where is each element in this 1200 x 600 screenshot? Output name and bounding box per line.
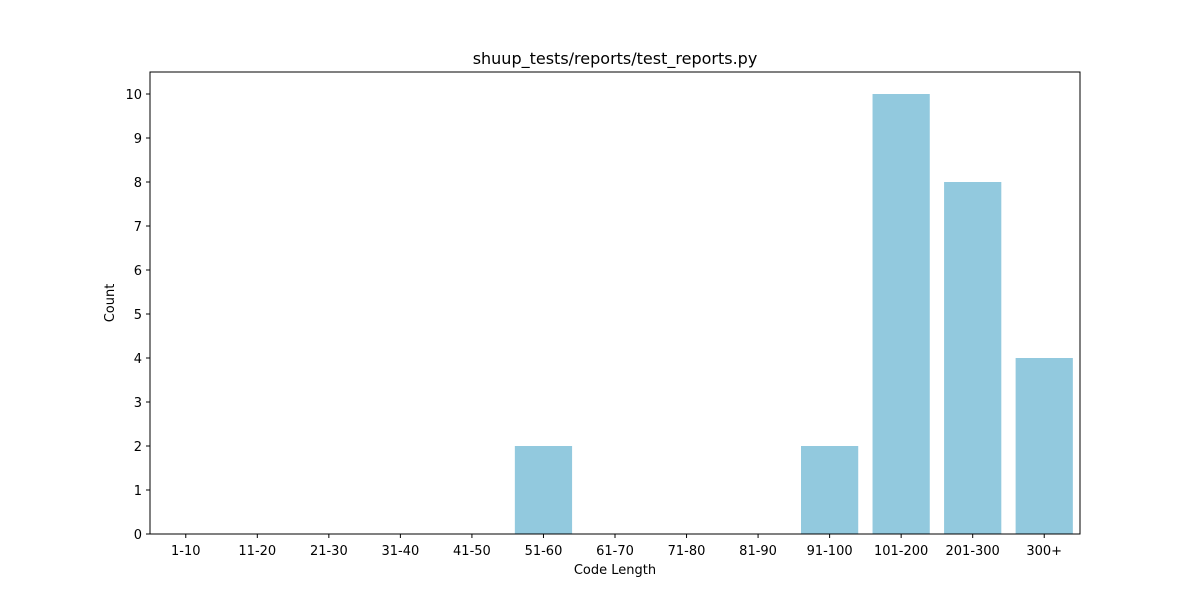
y-tick-label: 5	[134, 308, 142, 323]
y-tick-label: 1	[134, 484, 142, 499]
x-tick-label: 41-50	[453, 544, 491, 559]
x-axis: 1-10 11-20 21-30 31-40 41-50 51-60 61-70 71-80 8…	[171, 534, 1062, 559]
y-tick-label: 6	[134, 264, 142, 279]
y-tick-label: 4	[134, 352, 142, 367]
y-tick-label: 9	[134, 132, 142, 147]
x-tick-label: 1-10	[171, 544, 201, 559]
x-tick-label: 61-70	[596, 544, 634, 559]
x-tick-label: 51-60	[525, 544, 563, 559]
bars-group	[514, 94, 1073, 534]
y-tick-label: 7	[134, 220, 142, 235]
x-tick-label: 21-30	[310, 544, 348, 559]
y-tick-label: 2	[134, 440, 142, 455]
y-tick-label: 8	[134, 176, 142, 191]
x-tick-label: 201-300	[946, 544, 1000, 559]
x-tick-label: 300+	[1026, 544, 1062, 559]
plot-area-frame	[149, 71, 1081, 535]
bar-101-200	[872, 94, 930, 534]
x-tick-label: 81-90	[739, 544, 777, 559]
x-tick-label: 91-100	[807, 544, 853, 559]
y-tick-label: 0	[134, 528, 142, 543]
x-tick-label: 71-80	[668, 544, 706, 559]
y-tick-label: 10	[125, 88, 142, 103]
bar-300+	[1015, 358, 1073, 534]
x-tick-label: 11-20	[238, 544, 276, 559]
x-tick-label: 31-40	[381, 544, 419, 559]
x-axis-label: Code Length	[574, 563, 656, 578]
y-axis: 0 1 2 3 4 5 6 7 8 9 10	[125, 88, 150, 543]
chart-title: shuup_tests/reports/test_reports.py	[473, 49, 758, 69]
y-tick-label: 3	[134, 396, 142, 411]
y-axis-label: Count	[103, 284, 118, 323]
bar-91-100	[801, 446, 859, 534]
bar-201-300	[944, 182, 1002, 534]
x-tick-label: 101-200	[874, 544, 928, 559]
bar-51-60	[514, 446, 573, 534]
